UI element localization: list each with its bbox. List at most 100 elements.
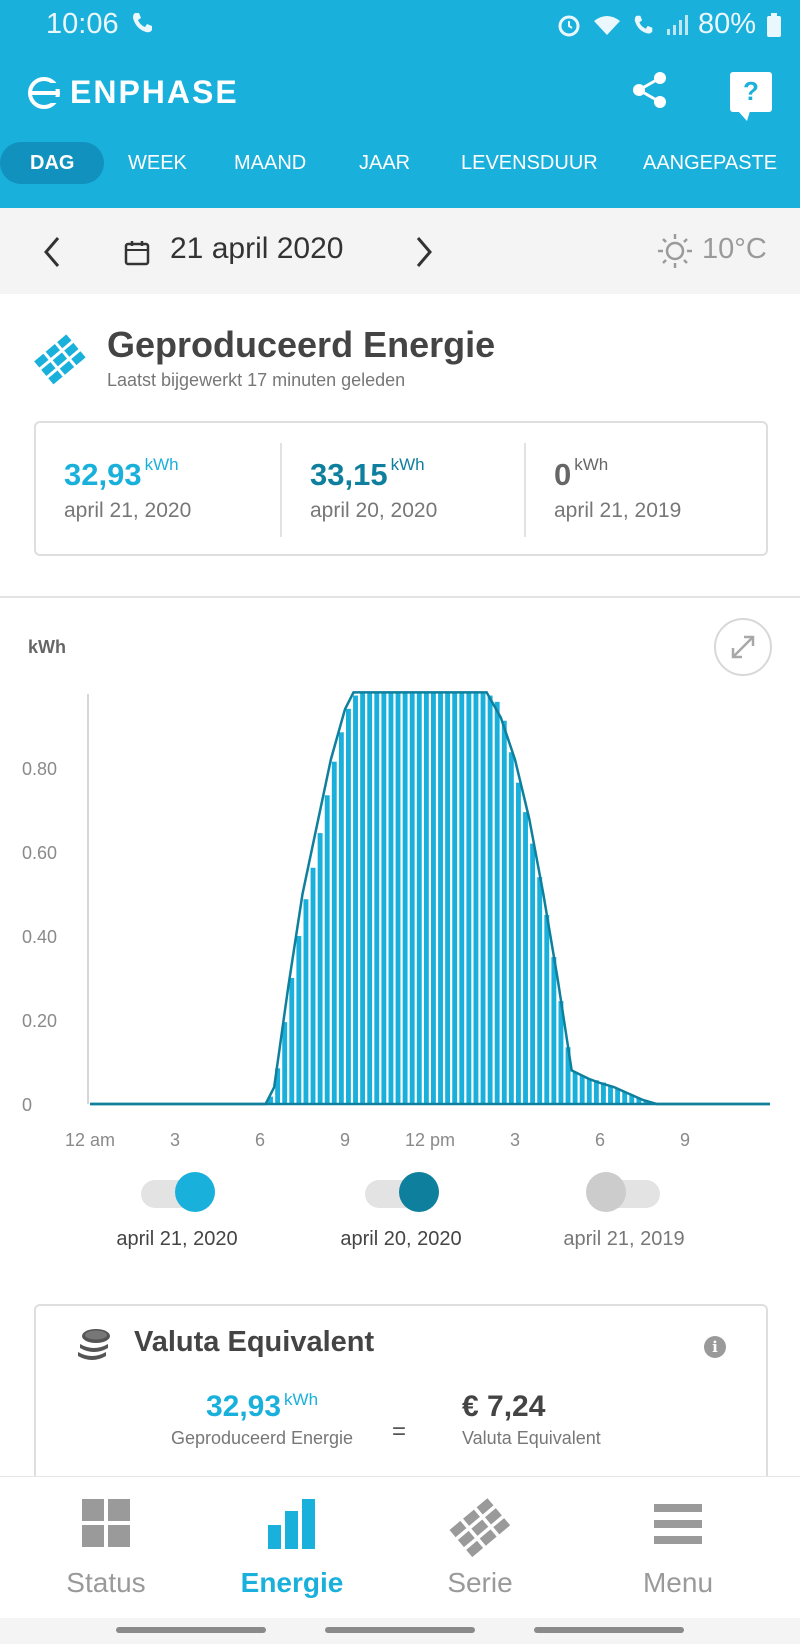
share-icon[interactable]: [630, 70, 670, 115]
next-day-button[interactable]: [412, 234, 434, 275]
expand-chart-button[interactable]: [714, 618, 772, 676]
currency-label: Valuta Equivalent: [462, 1428, 601, 1448]
help-icon[interactable]: ?: [730, 72, 772, 121]
tab-jaar[interactable]: JAAR: [359, 152, 411, 174]
series-toggle[interactable]: [141, 1172, 215, 1212]
chart-bar: [317, 833, 323, 1104]
alarm-icon: [556, 12, 582, 38]
legend-item[interactable]: april 21, 2019: [524, 1172, 724, 1251]
chart-bar: [268, 1096, 273, 1104]
chart-bar: [586, 1078, 592, 1104]
chart-bar: [296, 936, 302, 1104]
nav-status-label: Status: [66, 1567, 146, 1598]
chart-bar: [338, 732, 344, 1104]
series-toggle[interactable]: [586, 1172, 660, 1212]
stat-last-year-value: 0: [554, 457, 572, 492]
chart-bar: [508, 752, 514, 1104]
chart-bar: [282, 1022, 288, 1104]
nav-serie[interactable]: Serie: [380, 1477, 580, 1619]
expand-icon: [731, 635, 755, 659]
chart-bar: [622, 1091, 628, 1104]
energy-value: 32,93: [205, 1390, 282, 1423]
bottom-navigation: Status Energie Serie Menu: [0, 1476, 800, 1618]
nav-energie-label: Energie: [240, 1567, 344, 1598]
y-axis-label: kWh: [28, 637, 66, 657]
chart-bar: [452, 692, 458, 1104]
stat-yesterday-date: april 20, 2020: [310, 499, 438, 522]
stat-yesterday: 33,15 kWh april 20, 2020: [310, 455, 438, 523]
status-bar: 10:06 80%: [0, 0, 800, 48]
stat-divider: [524, 443, 526, 537]
chart-bar: [409, 692, 415, 1104]
chart-bar: [523, 812, 528, 1104]
call-icon: [632, 13, 656, 37]
chart-bar: [459, 692, 465, 1104]
calendar-icon[interactable]: [124, 240, 150, 271]
wifi-call-icon: [130, 10, 156, 41]
battery-icon: [766, 12, 782, 38]
chart-bar: [381, 692, 387, 1104]
tab-aangepaste[interactable]: AANGEPASTE: [643, 152, 778, 174]
chart-bar: [395, 692, 401, 1104]
info-icon[interactable]: i: [704, 1336, 726, 1358]
chart-bar: [501, 720, 507, 1104]
nav-status[interactable]: Status: [6, 1477, 206, 1619]
gesture-handle: [534, 1627, 684, 1633]
stat-today-value: 32,93: [64, 457, 142, 492]
date-navigation: 21 april 2020 10°C: [0, 208, 800, 294]
chart-bar: [303, 899, 309, 1104]
solar-panel-icon: [32, 330, 88, 391]
chart-bar: [593, 1080, 599, 1104]
nav-menu-label: Menu: [642, 1567, 714, 1598]
nav-energie[interactable]: Energie: [192, 1477, 392, 1619]
tab-maand[interactable]: MAAND: [234, 152, 307, 174]
production-title: Geproduceerd Energie: [107, 324, 496, 365]
enphase-logo: ENPHASE: [26, 74, 239, 111]
nav-menu[interactable]: Menu: [578, 1477, 778, 1619]
currency-title: Valuta Equivalent: [134, 1326, 375, 1358]
grid-icon: [80, 1497, 132, 1554]
stat-last-year: 0 kWh april 21, 2019: [554, 455, 682, 523]
energy-chart: kWh 0 0.20 0.40 0.60 0.80 12 am 3 6 9 12 pm 3 6 9: [22, 637, 770, 1150]
stat-yesterday-unit: kWh: [390, 455, 425, 474]
selected-date[interactable]: 21 april 2020: [170, 232, 344, 265]
stat-divider: [280, 443, 282, 537]
chart-bar: [331, 761, 337, 1104]
chart-bar: [374, 692, 380, 1104]
chart-bar: [579, 1075, 585, 1104]
chart-bar: [324, 795, 330, 1104]
chart-bar: [516, 782, 521, 1104]
stat-last-year-date: april 21, 2019: [554, 499, 682, 522]
temperature: 10°C: [702, 233, 767, 265]
tab-dag[interactable]: DAG: [0, 142, 105, 184]
chart-bar: [275, 1068, 281, 1104]
wifi-icon: [592, 13, 622, 37]
chart-bar: [537, 877, 543, 1104]
hamburger-menu-icon: [653, 1503, 703, 1550]
previous-day-button[interactable]: [42, 234, 64, 275]
energy-unit: kWh: [284, 1390, 319, 1409]
chart-bar: [558, 1001, 564, 1104]
system-gesture-bar: [0, 1618, 800, 1644]
equals-sign: =: [392, 1418, 407, 1445]
stat-last-year-unit: kWh: [574, 455, 609, 474]
chart-bar: [494, 701, 500, 1104]
chart-bar: [629, 1095, 635, 1104]
legend-item[interactable]: april 20, 2020: [301, 1172, 501, 1251]
stat-today: 32,93 kWh april 21, 2020: [64, 455, 191, 523]
chart-bar: [346, 708, 351, 1104]
chart-bar: [289, 978, 295, 1104]
bar-chart-icon: [266, 1497, 318, 1556]
series-toggle[interactable]: [365, 1172, 439, 1212]
x-tick-label: 3: [170, 1130, 180, 1150]
x-tick-label: 6: [595, 1130, 605, 1150]
chart-bar: [402, 692, 408, 1104]
y-tick-label: 0.20: [22, 1011, 57, 1031]
tab-week[interactable]: WEEK: [128, 152, 187, 174]
legend-item[interactable]: april 21, 2020: [77, 1172, 277, 1251]
currency-equivalent-card: Valuta Equivalent i 32,93 kWh Geproduceer…: [34, 1304, 768, 1484]
chart-series-line: [90, 691, 770, 1106]
legend-label: april 21, 2019: [563, 1228, 685, 1250]
chart-bar: [367, 692, 373, 1104]
tab-levensduur[interactable]: LEVENSDUUR: [461, 152, 598, 174]
